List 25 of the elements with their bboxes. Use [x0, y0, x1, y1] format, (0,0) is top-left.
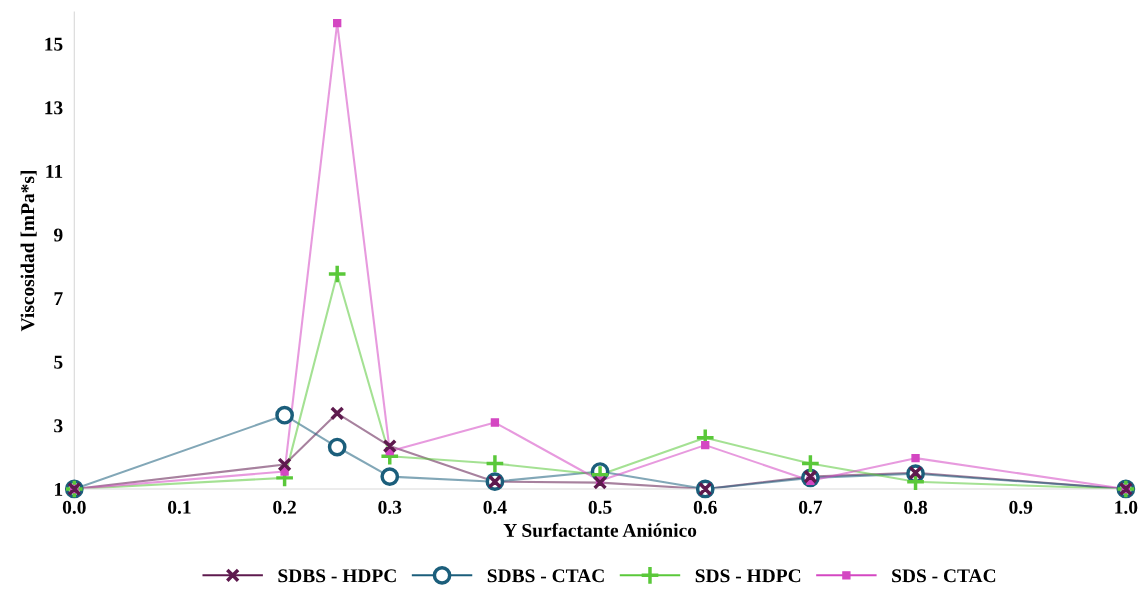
y-tick-label: 7 [54, 292, 63, 305]
x-tick-label: 0.0 [62, 500, 86, 514]
y-tick-label: 5 [54, 355, 63, 369]
y-tick-label: 3 [54, 419, 63, 433]
x-tick-label: 0.3 [378, 500, 402, 514]
y-axis-title: Viscosidad [mPa*s] [20, 171, 37, 332]
x-tick-label: 0.7 [798, 500, 823, 514]
y-tick-label: 9 [53, 228, 63, 242]
y-tick-label: 11 [46, 164, 63, 178]
x-tick-label: 0.4 [483, 500, 507, 514]
x-axis-title: Y Surfactante Aniónico [503, 523, 697, 538]
x-tick-label: 1.0 [1115, 500, 1138, 514]
y-tick-label: 13 [45, 101, 63, 115]
y-tick-label: 15 [45, 37, 63, 51]
legend-label: SDBS - HDPC [278, 569, 396, 583]
legend-label: SDS - HDPC [695, 569, 801, 583]
x-tick-label: 0.1 [168, 500, 191, 514]
x-tick-label: 0.5 [588, 500, 612, 514]
x-tick-label: 0.8 [904, 500, 928, 514]
x-tick-label: 0.2 [273, 500, 296, 514]
legend-label: SDBS - CTAC [487, 569, 604, 583]
legend-label: SDS - CTAC [892, 569, 996, 583]
y-tick-label: 1 [55, 482, 63, 496]
x-tick-label: 0.9 [1009, 500, 1033, 514]
x-tick-label: 0.6 [693, 500, 717, 514]
